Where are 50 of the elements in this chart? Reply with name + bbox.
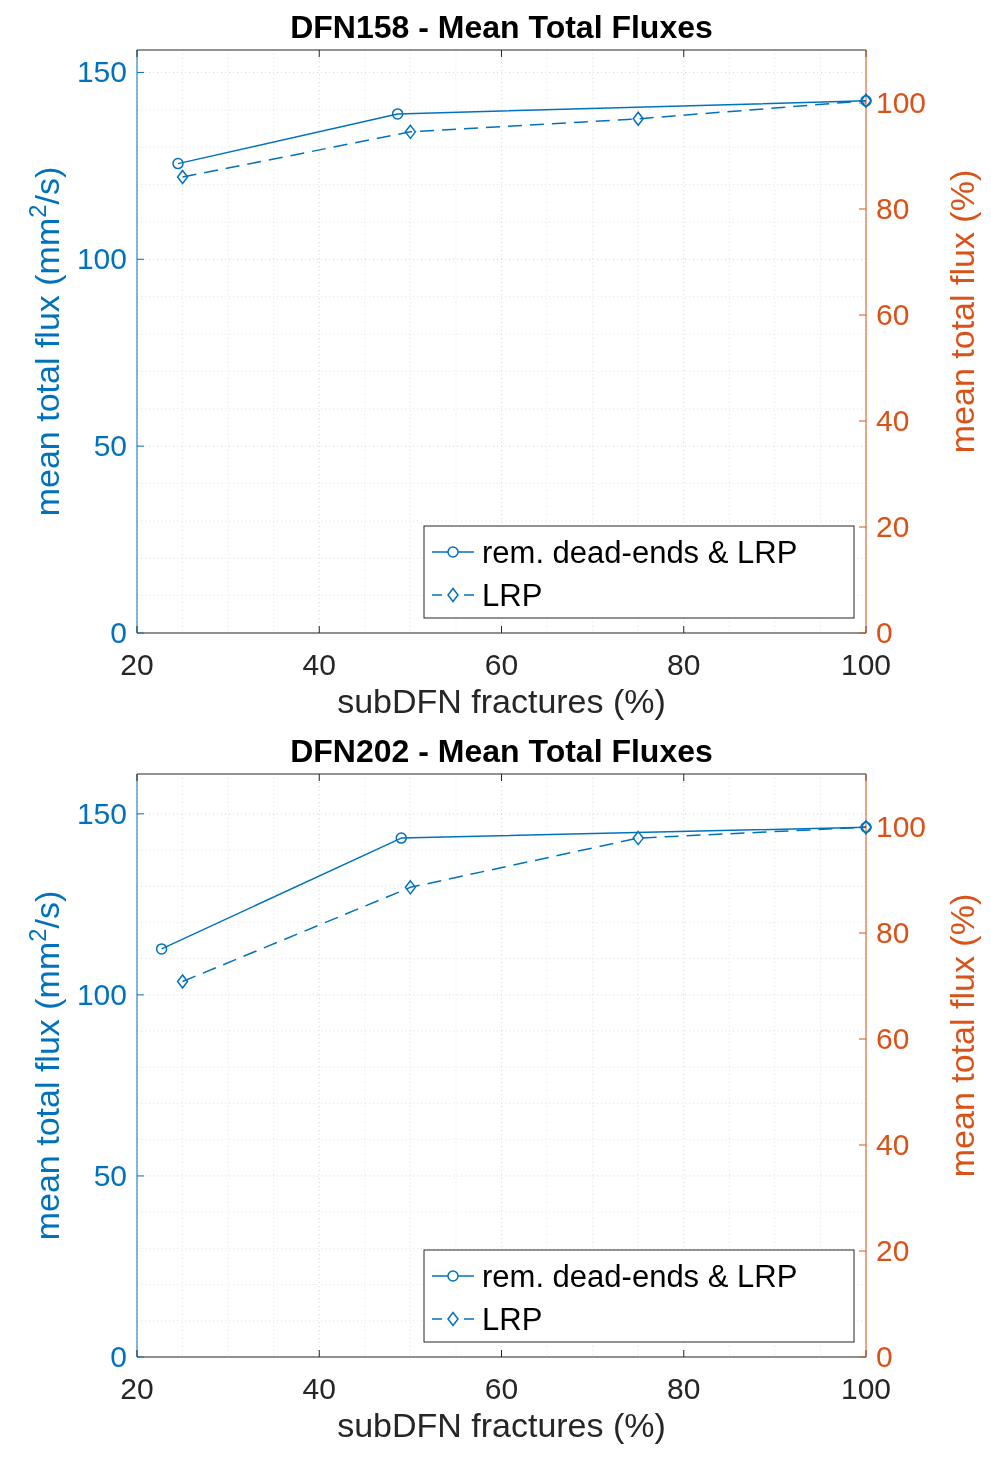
y2-axis-title: mean total flux (%)	[943, 893, 981, 1178]
legend-label: rem. dead-ends & LRP	[482, 1259, 798, 1294]
point	[172, 157, 184, 170]
point	[176, 974, 189, 989]
y2-tick-label: 80	[876, 192, 910, 225]
y-tick-label: 150	[76, 55, 127, 89]
x-tick-label: 80	[667, 1372, 701, 1405]
x-tick-label: 40	[302, 1372, 336, 1405]
x-tick-label: 60	[484, 648, 519, 681]
point	[404, 880, 417, 895]
y2-tick-label: 100	[876, 810, 927, 843]
x-axis-title: subDFN fractures (%)	[337, 1406, 666, 1444]
x-axis-title: subDFN fractures (%)	[337, 682, 666, 720]
x-tick-label: 100	[840, 648, 892, 681]
point	[632, 111, 644, 127]
point	[391, 108, 404, 120]
legend-label: LRP	[482, 1302, 543, 1337]
legend-label: LRP	[482, 578, 543, 613]
x-tick-label: 40	[302, 648, 336, 681]
y2-tick-label: 80	[876, 916, 910, 949]
y2-tick-label: 20	[876, 510, 910, 543]
y2-tick-label: 60	[876, 298, 910, 331]
chart-title: DFN202 - Mean Total Fluxes	[290, 733, 713, 769]
y-tick-label: 50	[93, 429, 127, 463]
point	[632, 830, 644, 846]
x-tick-label: 60	[484, 1372, 519, 1405]
y2-tick-label: 60	[876, 1022, 910, 1055]
legend-label: rem. dead-ends & LRP	[482, 535, 798, 570]
x-tick-label: 80	[667, 648, 701, 681]
y2-tick-label: 20	[876, 1234, 910, 1267]
y-tick-label: 150	[76, 796, 127, 830]
y2-tick-label: 40	[876, 1128, 910, 1161]
x-tick-label: 20	[120, 1372, 154, 1405]
x-tick-label: 100	[840, 1372, 892, 1405]
point	[395, 832, 408, 844]
y2-tick-label: 0	[876, 616, 893, 649]
y-tick-label: 100	[76, 242, 127, 276]
point	[176, 169, 189, 185]
y-tick-label: 0	[110, 616, 127, 649]
x-tick-label: 20	[120, 648, 154, 681]
chart-title: DFN158 - Mean Total Fluxes	[290, 9, 713, 45]
y2-axis-title: mean total flux (%)	[943, 169, 981, 454]
y-tick-label: 50	[93, 1158, 127, 1192]
point	[404, 124, 417, 140]
y2-tick-label: 0	[876, 1340, 893, 1373]
point	[155, 943, 168, 955]
y-tick-label: 100	[76, 977, 127, 1011]
y-tick-label: 0	[110, 1340, 127, 1373]
y2-tick-label: 40	[876, 404, 910, 437]
y2-tick-label: 100	[876, 86, 927, 119]
